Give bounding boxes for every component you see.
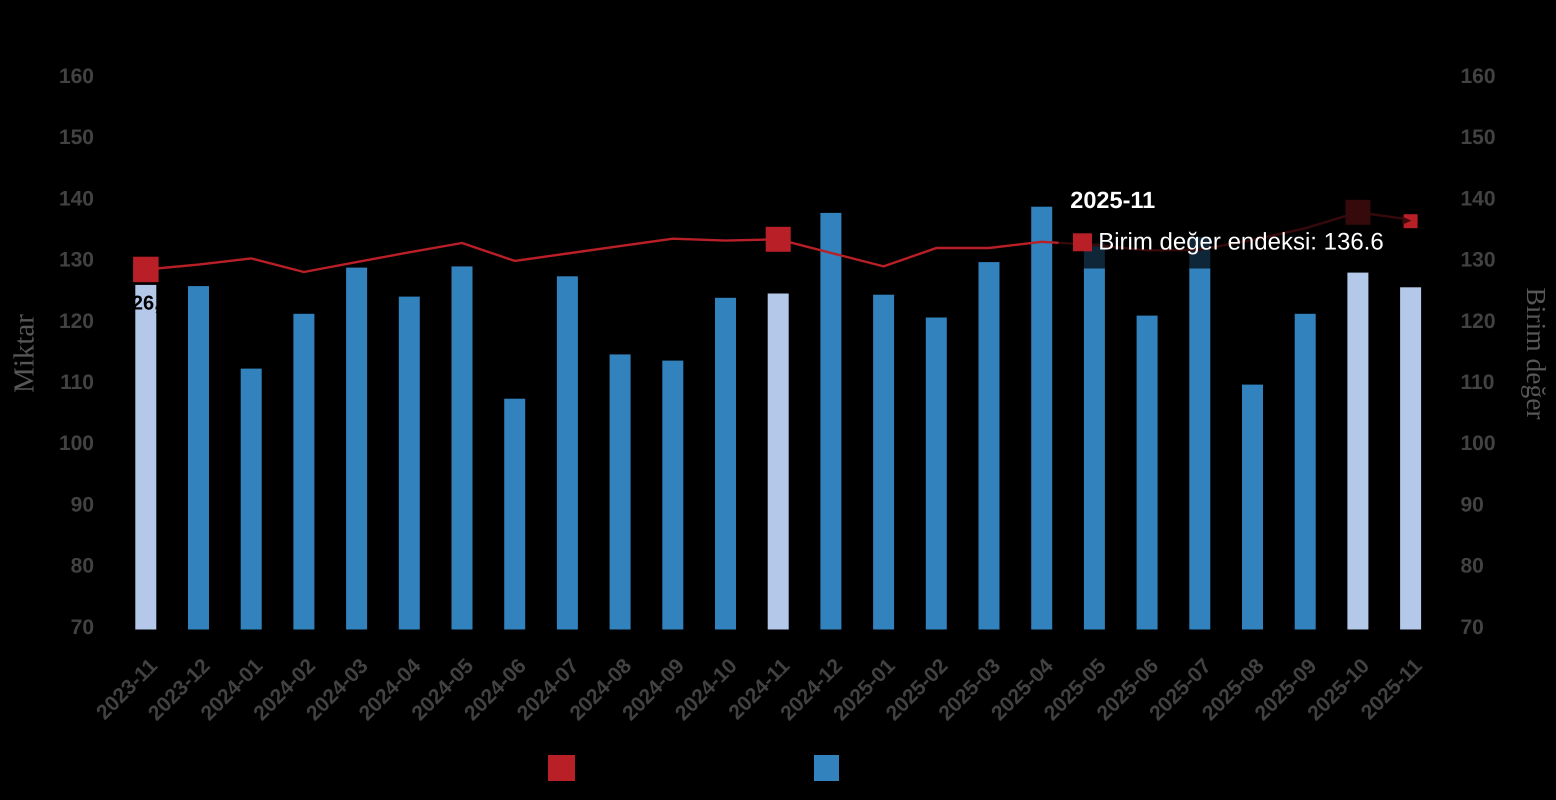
svg-text:100: 100 xyxy=(59,432,94,455)
svg-text:130: 130 xyxy=(59,249,94,272)
svg-text:110: 110 xyxy=(1461,371,1495,394)
svg-text:Birim değer endeksi: 136.6: Birim değer endeksi: 136.6 xyxy=(1098,229,1384,256)
svg-text:140: 140 xyxy=(59,187,94,210)
svg-text:80: 80 xyxy=(1461,555,1484,578)
svg-text:140: 140 xyxy=(1461,187,1496,210)
svg-text:90: 90 xyxy=(1461,493,1484,516)
svg-text:2025-11: 2025-11 xyxy=(1070,187,1155,213)
svg-text:70: 70 xyxy=(1461,616,1484,639)
svg-text:70: 70 xyxy=(71,616,94,639)
svg-text:110: 110 xyxy=(60,371,94,394)
svg-text:Birim değer: Birim değer xyxy=(1521,287,1552,419)
svg-text:130: 130 xyxy=(1461,249,1496,272)
svg-text:126,0: 126,0 xyxy=(121,293,171,315)
svg-text:160: 160 xyxy=(59,65,94,88)
svg-text:80: 80 xyxy=(71,555,94,578)
svg-text:120: 120 xyxy=(59,310,94,333)
svg-text:160: 160 xyxy=(1461,65,1496,88)
svg-text:100: 100 xyxy=(1461,432,1496,455)
svg-text:150: 150 xyxy=(59,126,94,149)
svg-text:Miktar: Miktar xyxy=(9,314,41,393)
svg-text:90: 90 xyxy=(71,493,94,516)
svg-text:150: 150 xyxy=(1461,126,1496,149)
svg-text:120: 120 xyxy=(1461,310,1496,333)
